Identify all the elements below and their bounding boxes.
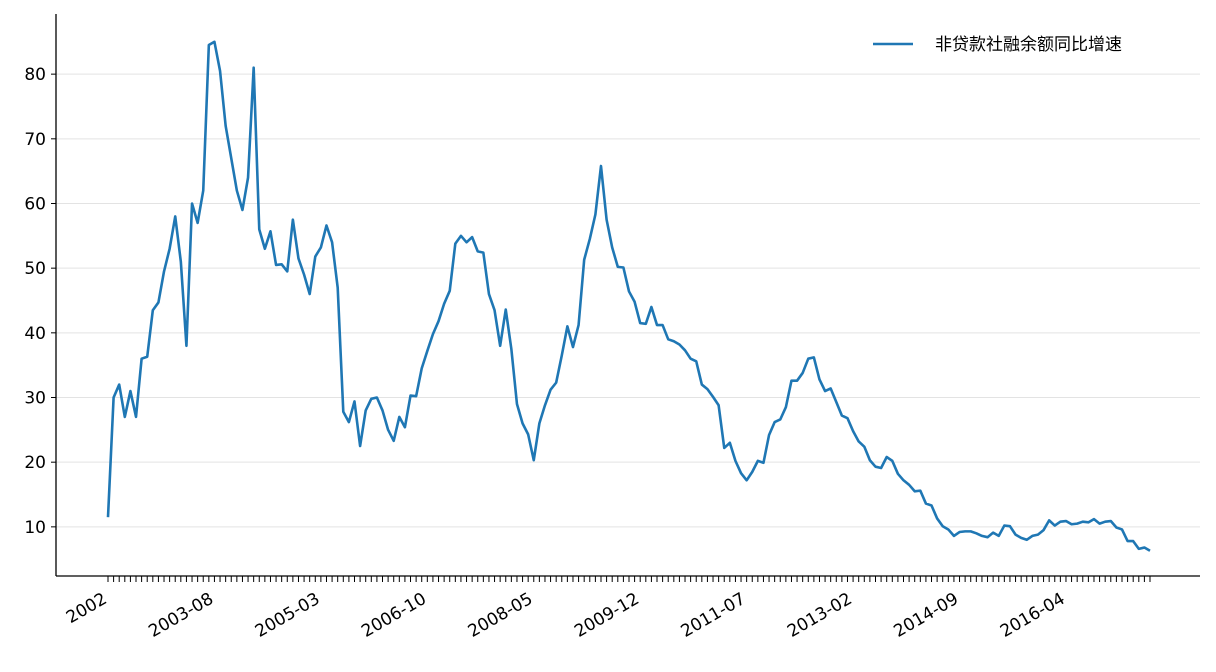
y-tick-label: 60 (24, 194, 46, 214)
y-tick-label: 50 (24, 259, 46, 279)
y-tick-label: 70 (24, 130, 46, 150)
y-tick-label: 30 (24, 389, 46, 409)
y-tick-label: 40 (24, 324, 46, 344)
x-tick-label: 2005-03 (252, 589, 324, 642)
x-tick-label: 2014-09 (891, 589, 963, 642)
legend-label: 非贷款社融余额同比增速 (935, 35, 1122, 55)
x-tick-label: 2009-12 (571, 589, 643, 642)
x-tick-label: 2002 (63, 589, 110, 628)
y-tick-label: 80 (24, 65, 46, 85)
x-tick-label: 2011-07 (678, 589, 750, 642)
series-line (106, 40, 1151, 552)
y-tick-label: 10 (24, 518, 46, 538)
x-tick-label: 2003-08 (145, 589, 217, 642)
x-tick-label: 2013-02 (784, 589, 856, 642)
x-tick-label: 2008-05 (465, 589, 537, 642)
x-tick-label: 2016-04 (997, 589, 1069, 642)
y-tick-label: 20 (24, 453, 46, 473)
x-tick-label: 2006-10 (358, 589, 430, 642)
